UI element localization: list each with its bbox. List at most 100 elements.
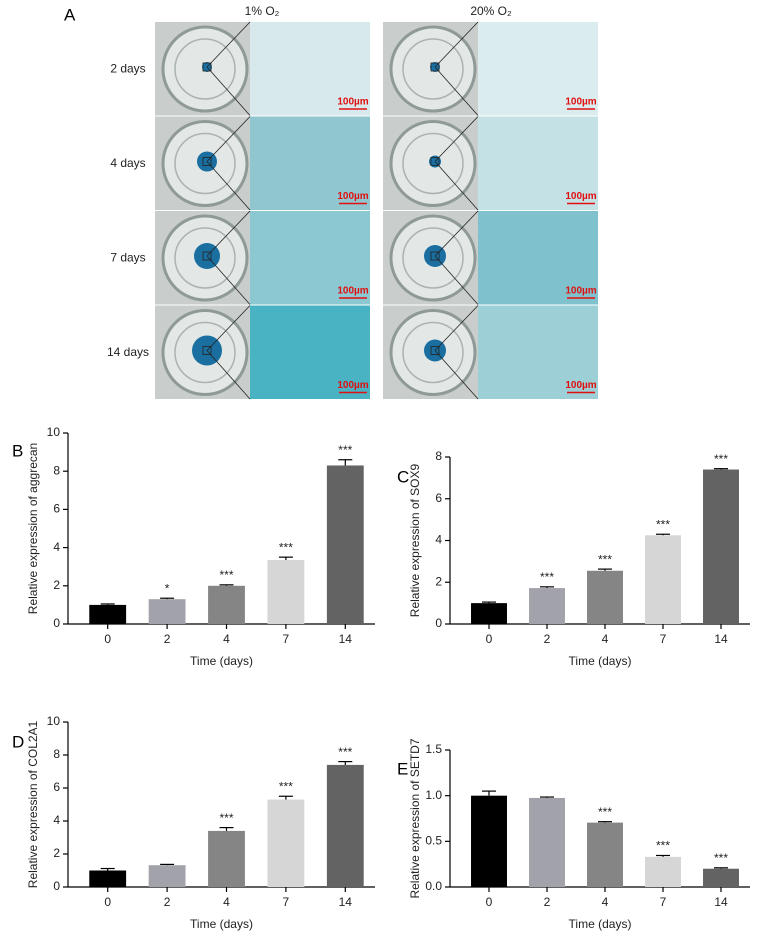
x-tick-label: 4 [223, 632, 230, 646]
zoom-line [434, 255, 479, 305]
x-tick-label: 4 [223, 895, 230, 909]
bar [703, 868, 739, 887]
panel-label: E [397, 759, 408, 778]
y-tick-label: 0 [53, 616, 60, 630]
zoom-line [434, 350, 479, 400]
significance: *** [219, 811, 233, 825]
panel-label: A [64, 5, 76, 24]
zoom-line [206, 305, 251, 351]
significance: *** [714, 851, 728, 865]
zoom-line [434, 305, 479, 351]
x-tick-label: 2 [544, 632, 551, 646]
significance: *** [279, 540, 293, 554]
significance: *** [656, 517, 670, 531]
zoom-line [206, 116, 251, 162]
x-tick-label: 14 [714, 895, 728, 909]
y-tick-label: 1.0 [425, 788, 442, 802]
dish-inner [174, 38, 236, 100]
zoom-box [202, 157, 212, 166]
bar [645, 856, 681, 887]
x-tick-label: 0 [486, 895, 493, 909]
scale-bar-label: 100µm [565, 286, 596, 297]
bar [267, 560, 305, 624]
micro-image [250, 116, 370, 210]
x-tick-label: 0 [104, 895, 111, 909]
dish-inner [402, 227, 464, 289]
row-label: 14 days [107, 345, 149, 359]
significance: *** [656, 839, 670, 853]
bar [471, 603, 507, 624]
zoom-line [434, 210, 479, 257]
zoom-box [430, 157, 440, 166]
zoom-line [206, 210, 251, 257]
bar [267, 799, 305, 887]
y-axis-label: Relative expression of aggrecan [26, 443, 40, 614]
bar [587, 822, 623, 887]
bar [326, 764, 364, 887]
y-tick-label: 0.0 [425, 879, 442, 893]
y-tick-label: 4 [53, 813, 60, 827]
scale-bar-label: 100µm [565, 191, 596, 202]
bar [529, 588, 565, 624]
dish-inner [174, 321, 236, 384]
significance: *** [598, 552, 612, 566]
bar [703, 469, 739, 624]
y-tick-label: 1.5 [425, 742, 442, 756]
panel-label: B [12, 441, 23, 460]
y-axis-label: Relative expression of COL2A1 [26, 720, 40, 888]
significance: * [165, 581, 170, 595]
zoom-line [434, 161, 479, 211]
bar [587, 570, 623, 624]
row-label: 2 days [110, 61, 145, 75]
y-tick-label: 2 [53, 846, 60, 860]
column-label: 1% O₂ [245, 4, 280, 18]
y-tick-label: 8 [53, 747, 60, 761]
x-tick-label: 14 [339, 632, 353, 646]
x-tick-label: 7 [283, 632, 290, 646]
scale-bar-label: 100µm [337, 286, 368, 297]
panel-label: D [12, 732, 24, 751]
bar [89, 870, 127, 887]
x-tick-label: 0 [104, 632, 111, 646]
scale-bar-label: 100µm [337, 191, 368, 202]
y-tick-label: 4 [435, 533, 442, 547]
x-tick-label: 4 [602, 895, 609, 909]
x-tick-label: 7 [283, 895, 290, 909]
x-axis-label: Time (days) [569, 654, 632, 668]
x-tick-label: 2 [164, 895, 171, 909]
y-tick-label: 6 [53, 502, 60, 516]
x-tick-label: 2 [544, 895, 551, 909]
bar [326, 465, 364, 624]
micro-image [478, 116, 598, 210]
micro-image [478, 211, 598, 305]
zoom-box [430, 346, 440, 355]
x-tick-label: 4 [602, 632, 609, 646]
significance: *** [219, 568, 233, 582]
significance: *** [338, 443, 352, 457]
y-tick-label: 4 [53, 540, 60, 554]
zoom-box [430, 251, 440, 261]
y-tick-label: 0.5 [425, 834, 442, 848]
scale-bar-label: 100µm [565, 380, 596, 391]
x-axis-label: Time (days) [569, 917, 632, 931]
bar [208, 585, 245, 624]
y-tick-label: 8 [53, 463, 60, 477]
bar [208, 830, 245, 887]
dish-inner [402, 38, 464, 100]
micro-image [250, 22, 370, 116]
significance: *** [279, 779, 293, 793]
y-tick-label: 0 [435, 616, 442, 630]
zoom-line [206, 350, 251, 400]
zoom-line [206, 21, 251, 68]
x-tick-label: 2 [164, 632, 171, 646]
bar [471, 795, 507, 887]
scale-bar-label: 100µm [337, 97, 368, 108]
x-axis-label: Time (days) [190, 654, 253, 668]
y-axis-label: Relative expression of SETD7 [408, 738, 422, 898]
y-tick-label: 2 [435, 574, 442, 588]
bar [89, 604, 127, 624]
micro-image [250, 305, 370, 399]
x-tick-label: 7 [660, 632, 667, 646]
significance: *** [598, 805, 612, 819]
